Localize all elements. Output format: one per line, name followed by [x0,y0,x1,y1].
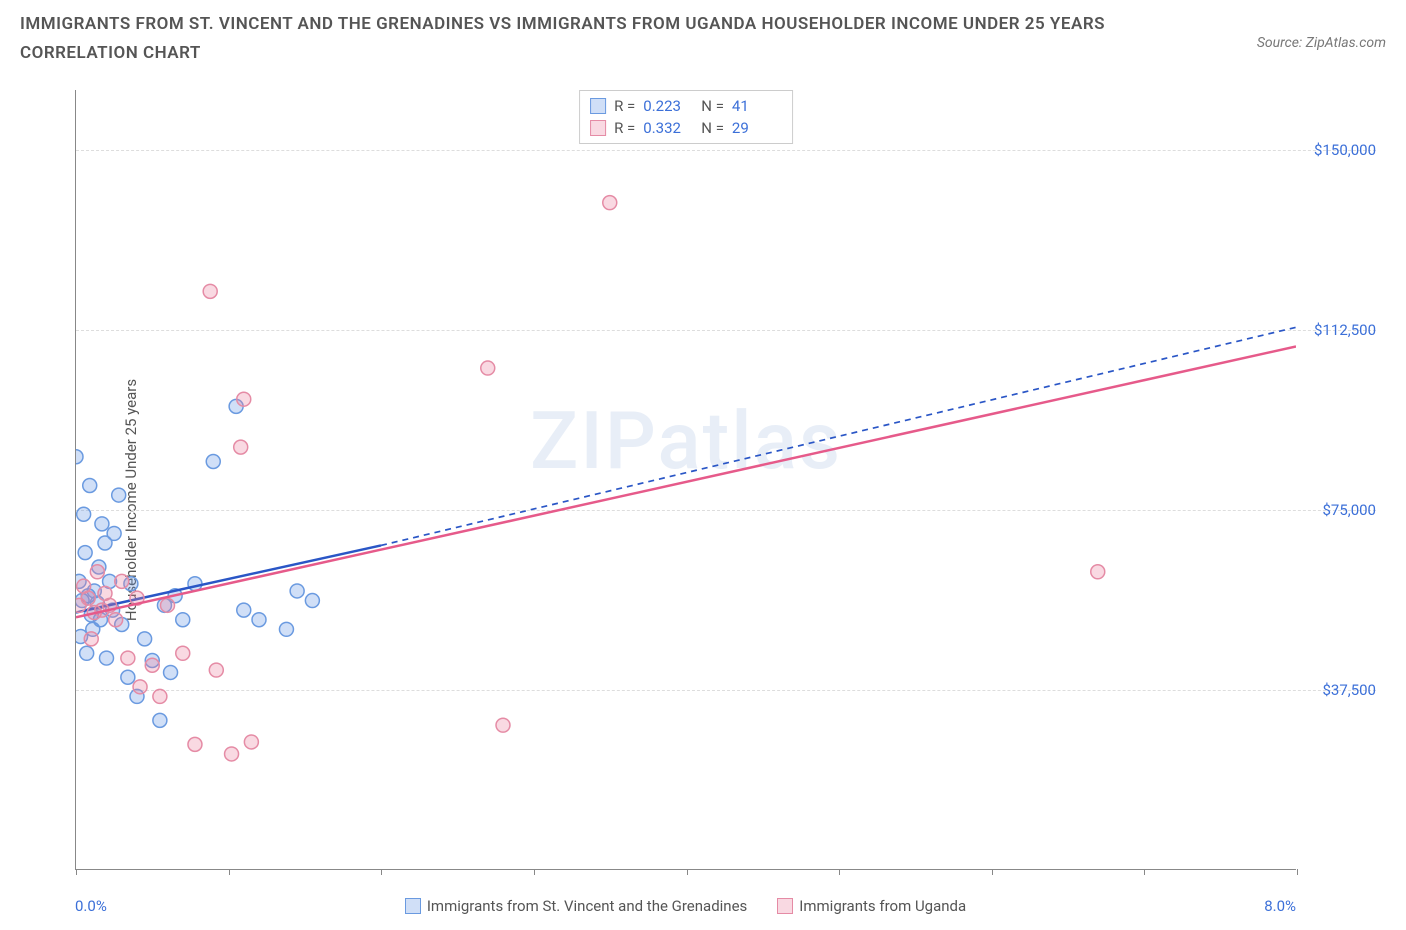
data-point [290,584,304,598]
legend-label: Immigrants from Uganda [799,897,966,915]
data-point [153,689,167,703]
stat-r-value: 0.332 [643,119,693,137]
scatter-svg [76,90,1296,869]
data-point [237,603,251,617]
data-point [109,613,123,627]
data-point [1091,565,1105,579]
legend-swatch [405,898,421,914]
stats-legend: R = 0.223 N = 41 R = 0.332 N = 29 [579,90,793,144]
data-point [81,591,95,605]
stat-r-label: R = [614,119,635,137]
data-point [145,658,159,672]
trend-line-dashed [381,327,1296,545]
data-point [603,196,617,210]
legend-swatch [777,898,793,914]
stat-n-value: 41 [732,97,782,115]
data-point [252,613,266,627]
data-point [112,488,126,502]
x-tick [1297,869,1298,875]
data-point [95,517,109,531]
bottom-legend: Immigrants from St. Vincent and the Gren… [405,897,966,915]
data-point [164,665,178,679]
data-point [279,622,293,636]
data-point [176,613,190,627]
data-point [76,450,83,464]
data-point [138,632,152,646]
x-tick [992,869,993,875]
chart-title: IMMIGRANTS FROM ST. VINCENT AND THE GREN… [20,10,1120,68]
stat-r-label: R = [614,97,635,115]
x-tick [76,869,77,875]
x-tick [1144,869,1145,875]
data-point [203,284,217,298]
data-point [209,663,223,677]
data-point [206,455,220,469]
data-point [188,737,202,751]
data-point [83,479,97,493]
data-point [481,361,495,375]
legend-label: Immigrants from St. Vincent and the Gren… [427,897,747,915]
data-point [78,546,92,560]
x-tick [687,869,688,875]
legend-item: Immigrants from Uganda [777,897,966,915]
x-min-label: 0.0% [75,897,107,915]
data-point [161,598,175,612]
stat-r-value: 0.223 [643,97,693,115]
y-tick-label: $75,000 [1301,501,1376,519]
stats-legend-row: R = 0.332 N = 29 [590,117,782,139]
data-point [153,713,167,727]
data-point [225,747,239,761]
chart-container: Householder Income Under 25 years ZIPatl… [20,80,1386,920]
x-axis-row: 0.0% Immigrants from St. Vincent and the… [75,897,1296,915]
x-tick [534,869,535,875]
y-tick-label: $37,500 [1301,681,1376,699]
legend-swatch [590,120,606,136]
legend-item: Immigrants from St. Vincent and the Gren… [405,897,747,915]
data-point [305,594,319,608]
y-tick-label: $112,500 [1301,321,1376,339]
legend-swatch [590,98,606,114]
data-point [234,440,248,454]
plot-area: ZIPatlas R =0.223N =41R =0.332N =29 $37,… [75,90,1296,870]
stat-n-value: 29 [732,119,782,137]
data-point [121,651,135,665]
y-tick-label: $150,000 [1301,141,1376,159]
data-point [237,392,251,406]
data-point [107,526,121,540]
data-point [133,680,147,694]
data-point [90,565,104,579]
x-tick [839,869,840,875]
data-point [121,670,135,684]
data-point [80,646,94,660]
data-point [176,646,190,660]
data-point [115,574,129,588]
stat-n-label: N = [701,119,724,137]
data-point [100,651,114,665]
x-tick [229,869,230,875]
data-point [84,632,98,646]
data-point [244,735,258,749]
x-tick [381,869,382,875]
data-point [77,507,91,521]
stat-n-label: N = [701,97,724,115]
stats-legend-row: R = 0.223 N = 41 [590,95,782,117]
x-max-label: 8.0% [1264,897,1296,915]
data-point [496,718,510,732]
source-label: Source: ZipAtlas.com [1257,10,1386,51]
trend-line [76,346,1296,617]
